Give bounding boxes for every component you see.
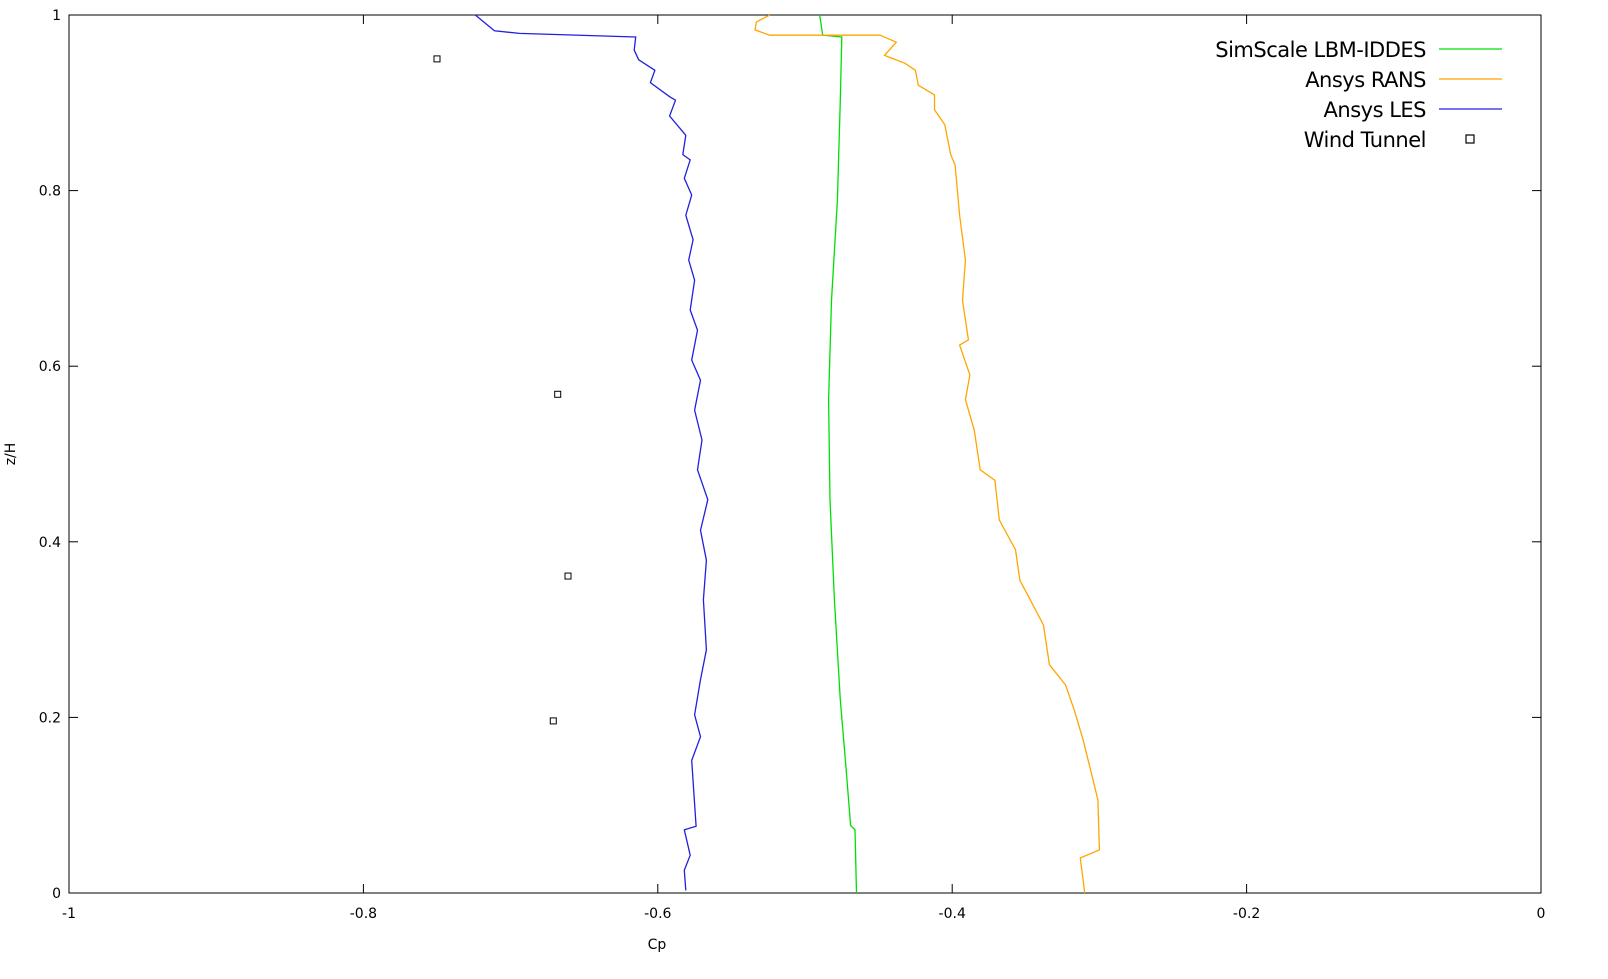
x-tick-label: -0.8 [350, 906, 377, 922]
data-point-wind-tunnel [554, 390, 562, 398]
x-tick-label: -0.4 [939, 906, 966, 922]
y-tick-label: 0.2 [39, 710, 61, 726]
x-axis-label: Cp [648, 937, 667, 953]
legend-swatch-wind-tunnel [1465, 134, 1475, 144]
legend-label: Wind Tunnel [1304, 128, 1426, 152]
x-tick-label: -0.2 [1233, 906, 1260, 922]
y-tick-label: 0.8 [39, 184, 61, 200]
data-point-wind-tunnel [549, 717, 557, 725]
x-tick-label: -0.6 [644, 906, 671, 922]
y-axis-label: z/H [3, 443, 19, 466]
legend-label: Ansys RANS [1305, 68, 1426, 92]
plot-frame [68, 14, 1542, 894]
series-line-ansys-rans [754, 14, 1101, 894]
x-tick-label: 0 [1537, 906, 1546, 922]
y-tick-label: 0 [52, 886, 61, 902]
y-tick-label: 1 [52, 8, 61, 24]
series-line-ansys-les [474, 14, 709, 891]
x-tick-label: -1 [62, 906, 76, 922]
y-tick-label: 0.4 [39, 535, 61, 551]
legend: SimScale LBM-IDDES Ansys RANS Ansys LES Win… [1215, 38, 1502, 152]
legend-label: Ansys LES [1324, 98, 1427, 122]
data-point-wind-tunnel [564, 572, 572, 580]
series-line-simscale-lbm-iddes [819, 14, 858, 894]
y-tick-label: 0.6 [39, 359, 61, 375]
legend-label: SimScale LBM-IDDES [1215, 38, 1426, 62]
data-point-wind-tunnel [433, 55, 441, 63]
